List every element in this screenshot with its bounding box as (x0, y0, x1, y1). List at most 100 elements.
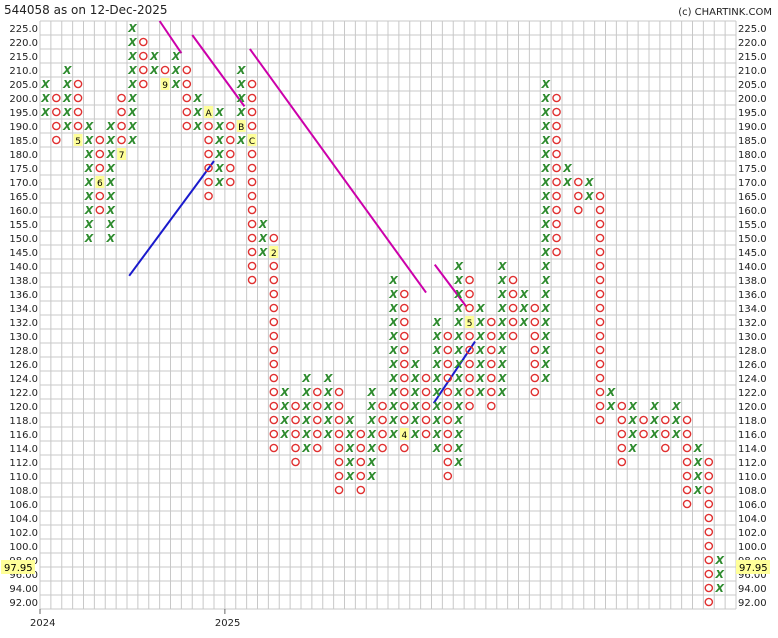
x-mark: X (127, 78, 137, 91)
x-mark: X (388, 302, 398, 315)
y-tick-label-left: 128.0 (9, 346, 38, 357)
x-mark: X (279, 400, 289, 413)
o-mark (378, 429, 387, 439)
o-mark (682, 429, 692, 439)
current-price-label-right: 97.95 (739, 563, 768, 574)
month-marker-box (247, 134, 257, 146)
x-mark: X (40, 78, 50, 91)
x-mark: X (236, 78, 246, 91)
y-tick-label-left: 114.0 (9, 444, 38, 455)
o-mark (443, 373, 453, 383)
o-mark (704, 485, 714, 495)
o-mark (247, 205, 257, 215)
y-tick-label-left: 92.00 (9, 598, 38, 609)
x-mark: X (540, 288, 550, 301)
o-mark (487, 387, 496, 397)
x-mark: X (84, 120, 94, 133)
o-mark (530, 373, 540, 383)
o-mark (269, 401, 279, 411)
o-mark (139, 51, 148, 61)
o-mark (291, 401, 300, 411)
o-mark (704, 527, 714, 537)
x-mark: X (388, 344, 398, 357)
y-tick-label-right: 220.0 (738, 38, 767, 49)
o-mark (313, 401, 322, 411)
o-mark (508, 317, 518, 327)
o-mark (574, 177, 583, 187)
x-mark: X (62, 78, 72, 91)
x-mark: X (84, 176, 94, 189)
x-mark: X (453, 316, 463, 329)
x-mark: X (453, 372, 463, 385)
o-mark (247, 121, 257, 131)
o-mark (487, 401, 496, 411)
month-marker: A (205, 109, 212, 119)
x-mark: X (693, 470, 703, 483)
o-mark (617, 429, 627, 439)
y-tick-label-right: 180.0 (738, 150, 767, 161)
y-tick-label-left: 180.0 (9, 150, 38, 161)
o-mark (73, 121, 83, 131)
o-mark (682, 443, 692, 453)
o-mark (530, 345, 540, 355)
x-mark: X (345, 428, 355, 441)
x-mark: X (497, 274, 507, 287)
x-mark: X (497, 344, 507, 357)
x-mark: X (323, 372, 333, 385)
x-mark: X (453, 442, 463, 455)
o-mark (269, 429, 279, 439)
x-mark: X (84, 134, 94, 147)
y-tick-label-left: 108.0 (9, 486, 38, 497)
y-tick-label-left: 190.0 (9, 122, 38, 133)
x-mark: X (410, 386, 420, 399)
x-mark: X (279, 386, 289, 399)
x-mark: X (497, 358, 507, 371)
x-mark: X (214, 162, 224, 175)
x-mark: X (453, 358, 463, 371)
o-mark (378, 401, 387, 411)
y-tick-label-left: 220.0 (9, 38, 38, 49)
o-mark (356, 485, 366, 495)
y-tick-label-left: 110.0 (9, 472, 38, 483)
y-tick-label-left: 145.0 (9, 248, 38, 259)
o-mark (226, 121, 235, 131)
o-mark (443, 401, 453, 411)
o-mark (443, 443, 453, 453)
o-mark (226, 149, 235, 159)
x-mark: X (301, 428, 311, 441)
o-mark (465, 345, 474, 355)
o-mark (117, 135, 126, 145)
o-mark (52, 135, 61, 145)
o-mark (552, 163, 561, 173)
y-tick-label-right: 200.0 (738, 94, 767, 105)
y-tick-label-right: 175.0 (738, 164, 767, 175)
x-mark: X (497, 288, 507, 301)
x-axis: 2024 2025 (30, 609, 240, 629)
o-mark (704, 583, 714, 593)
o-mark (182, 65, 192, 75)
x-mark: X (475, 344, 485, 357)
o-mark (139, 79, 148, 89)
y-tick-label-right: 94.00 (738, 584, 767, 595)
y-tick-label-left: 100.0 (9, 542, 38, 553)
o-mark (160, 65, 170, 75)
o-mark (204, 177, 213, 187)
y-tick-label-right: 140.0 (738, 262, 767, 273)
o-mark (247, 233, 257, 243)
x-mark: X (127, 22, 137, 35)
y-tick-label-right: 120.0 (738, 402, 767, 413)
x-mark: X (105, 232, 115, 245)
o-mark (291, 415, 300, 425)
y-tick-label-right: 96.00 (738, 570, 767, 581)
o-mark (530, 331, 540, 341)
o-mark (443, 387, 453, 397)
x-mark: X (432, 344, 442, 357)
x-mark: X (475, 386, 485, 399)
y-tick-label-left: 94.00 (9, 584, 38, 595)
y-tick-label-left: 205.0 (9, 80, 38, 91)
x-mark: X (693, 456, 703, 469)
y-tick-label-right: 215.0 (738, 52, 767, 63)
x-mark: X (84, 204, 94, 217)
x-mark: X (453, 260, 463, 273)
o-mark (269, 261, 279, 271)
